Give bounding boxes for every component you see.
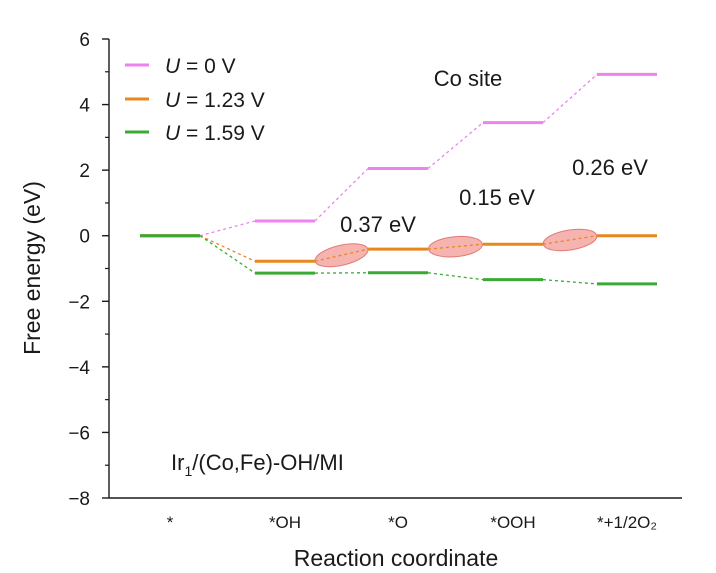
x-category-labels: * *OH *O *OOH *+1/2O₂ — [167, 513, 657, 532]
legend-label-value: = 0 V — [180, 55, 235, 78]
sample-label: Ir1/(Co,Fe)-OH/MI — [171, 450, 344, 479]
y-axis-title: Free energy (eV) — [19, 181, 45, 355]
legend-label-value: = 1.23 V — [180, 89, 265, 112]
legend-label-symbol: U — [165, 89, 181, 112]
series-connector — [542, 278, 598, 285]
y-tick-label: −2 — [68, 292, 90, 313]
legend-label-value: = 1.59 V — [180, 122, 265, 145]
barrier-label: 0.37 eV — [340, 212, 416, 237]
legend-label: U = 0 V — [165, 55, 236, 78]
y-tick-label: 6 — [79, 30, 90, 51]
y-tick-label: 4 — [79, 96, 90, 117]
sample-label-subscript: 1 — [184, 463, 192, 479]
sample-label-main: Ir — [171, 450, 184, 475]
x-axis-title: Reaction coordinate — [294, 545, 499, 571]
y-tick-label: −8 — [68, 489, 90, 510]
sample-label-rest: /(Co,Fe)-OH/MI — [192, 450, 344, 475]
series-connector — [199, 235, 256, 274]
series-connectors — [199, 73, 598, 285]
barrier-highlight — [314, 243, 369, 268]
y-tick-label: −4 — [68, 358, 90, 379]
barrier-highlights — [314, 228, 598, 268]
series-connector — [427, 122, 484, 170]
legend-label: U = 1.59 V — [165, 122, 265, 145]
legend: U = 0 VU = 1.23 VU = 1.59 V — [125, 55, 265, 145]
barrier-labels: 0.37 eV 0.15 eV 0.26 eV — [340, 155, 648, 237]
barrier-highlight — [428, 235, 483, 258]
x-category-label: *OOH — [490, 513, 535, 532]
barrier-label: 0.15 eV — [459, 185, 535, 210]
barrier-highlight — [542, 228, 598, 252]
legend-label-symbol: U — [165, 122, 181, 145]
series-connector — [199, 235, 256, 262]
legend-label-symbol: U — [165, 55, 181, 78]
y-tick-label: 2 — [79, 161, 90, 182]
x-category-label: *OH — [269, 513, 301, 532]
legend-label: U = 1.23 V — [165, 89, 265, 112]
energy-levels — [140, 72, 657, 286]
x-category-label: *+1/2O₂ — [597, 513, 657, 532]
series-connector — [427, 272, 484, 281]
y-tick-label: −6 — [68, 423, 90, 444]
x-category-label: *O — [388, 513, 408, 532]
y-ticks: −8 −6 −4 −2 0 2 4 6 — [68, 30, 109, 510]
series-connector — [199, 220, 256, 237]
site-annotation: Co site — [434, 66, 502, 91]
barrier-label: 0.26 eV — [572, 155, 648, 180]
y-tick-label: 0 — [79, 227, 90, 248]
series-connector — [542, 73, 598, 124]
x-category-label: * — [167, 513, 174, 532]
series-connector — [314, 168, 369, 222]
